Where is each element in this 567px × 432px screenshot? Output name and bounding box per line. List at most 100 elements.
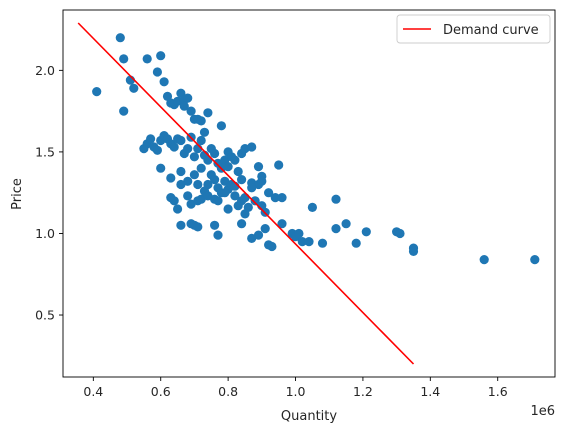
scatter-point: [331, 224, 341, 234]
scatter-point: [193, 179, 203, 190]
scatter-point: [176, 179, 186, 190]
scatter-point: [237, 175, 247, 185]
scatter-point: [169, 142, 179, 152]
scatter-point: [264, 188, 274, 198]
scatter-point: [331, 194, 341, 204]
legend-label: Demand curve: [443, 23, 539, 38]
scatter-point: [193, 222, 203, 232]
legend-box: [396, 14, 551, 44]
y-tick-label: 0.5: [35, 308, 55, 323]
scatter-point: [247, 142, 257, 152]
scatter-point: [237, 196, 247, 206]
scatter-point: [233, 166, 243, 177]
scatter-point: [277, 219, 287, 229]
scatter-point: [176, 135, 186, 146]
scatter-point: [183, 93, 193, 103]
scatter-point: [179, 101, 189, 111]
scatter-point: [119, 54, 129, 64]
scatter-point: [230, 191, 240, 201]
scatter-point: [230, 155, 240, 165]
scatter-point: [274, 160, 284, 170]
scatter-point: [253, 230, 264, 240]
scatter-point: [408, 246, 419, 256]
scatter-point: [146, 134, 156, 144]
scatter-point: [361, 227, 371, 237]
scatter-point: [317, 238, 328, 248]
scatter-point: [237, 219, 247, 229]
scatter-point: [169, 196, 179, 206]
scatter-point: [479, 255, 489, 265]
demand-curve-line: [77, 22, 415, 365]
scatter-point: [297, 237, 307, 247]
scatter-point: [173, 204, 183, 214]
y-tick-label: 1.0: [35, 226, 55, 241]
demand-curve: [77, 22, 415, 365]
scatter-point: [351, 238, 361, 248]
scatter-point: [267, 241, 277, 252]
scatter-point: [243, 202, 253, 212]
scatter-point: [210, 175, 220, 185]
plot-frame: [62, 9, 556, 378]
scatter-point: [196, 116, 206, 126]
x-tick-label: 0.4: [83, 384, 103, 399]
scatter-point: [166, 173, 176, 183]
scatter-point: [277, 193, 287, 203]
x-tick-label: 1.0: [286, 384, 306, 399]
scatter-point: [92, 87, 102, 97]
scatter-point: [223, 162, 233, 172]
scatter-point: [199, 127, 210, 137]
scatter-point: [247, 183, 257, 193]
scatter-point: [307, 202, 317, 212]
x-axis-offset-label: 1e6: [530, 404, 555, 419]
scatter-point: [210, 220, 220, 230]
scatter-point: [119, 106, 129, 116]
scatter-point: [189, 152, 199, 162]
scatter-point: [257, 176, 267, 186]
scatter-point: [203, 179, 213, 190]
scatter-point: [152, 145, 162, 155]
x-tick-label: 0.6: [151, 384, 171, 399]
scatter-point: [176, 166, 186, 177]
scatter-point: [213, 230, 223, 240]
scatter-point: [156, 51, 166, 61]
scatter-point: [253, 162, 264, 172]
y-axis-ticks: 0.5 1.0 1.5 2.0: [35, 63, 63, 323]
scatter-point: [304, 237, 314, 247]
scatter-point: [213, 196, 223, 206]
scatter-point: [250, 196, 260, 206]
scatter-point: [203, 108, 213, 118]
scatter-point: [294, 228, 304, 239]
legend: Demand curve: [396, 14, 551, 44]
x-tick-label: 1.6: [488, 384, 508, 399]
scatter-point: [142, 54, 152, 64]
scatter-point: [152, 67, 162, 77]
scatter-point: [183, 191, 193, 201]
scatter-point: [115, 33, 125, 43]
scatter-point: [203, 155, 213, 165]
scatter-point: [260, 224, 270, 234]
scatter-point: [223, 204, 233, 214]
scatter-point: [183, 144, 193, 154]
scatter-point: [186, 106, 196, 116]
y-tick-label: 2.0: [35, 63, 55, 78]
x-tick-label: 1.4: [420, 384, 440, 399]
scatter-point: [530, 255, 540, 265]
scatter-point: [395, 228, 405, 239]
scatter-point: [196, 163, 206, 173]
scatter-point: [220, 188, 230, 198]
scatter-point: [196, 135, 206, 146]
scatter-point: [210, 148, 220, 159]
scatter-point: [156, 163, 166, 173]
scatter-points: [92, 33, 540, 265]
scatter-point: [341, 219, 351, 229]
scatter-point: [189, 170, 199, 180]
x-axis-ticks: 0.4 0.6 0.8 1.0 1.2 1.4 1.6: [83, 377, 508, 399]
y-axis-label: Price: [10, 178, 25, 210]
scatter-point: [176, 220, 186, 230]
y-tick-label: 1.5: [35, 144, 55, 159]
plot-background: [63, 10, 555, 377]
scatter-point: [247, 233, 257, 243]
scatter-point: [159, 77, 169, 87]
x-tick-label: 0.8: [218, 384, 238, 399]
scatter-point: [270, 193, 280, 203]
